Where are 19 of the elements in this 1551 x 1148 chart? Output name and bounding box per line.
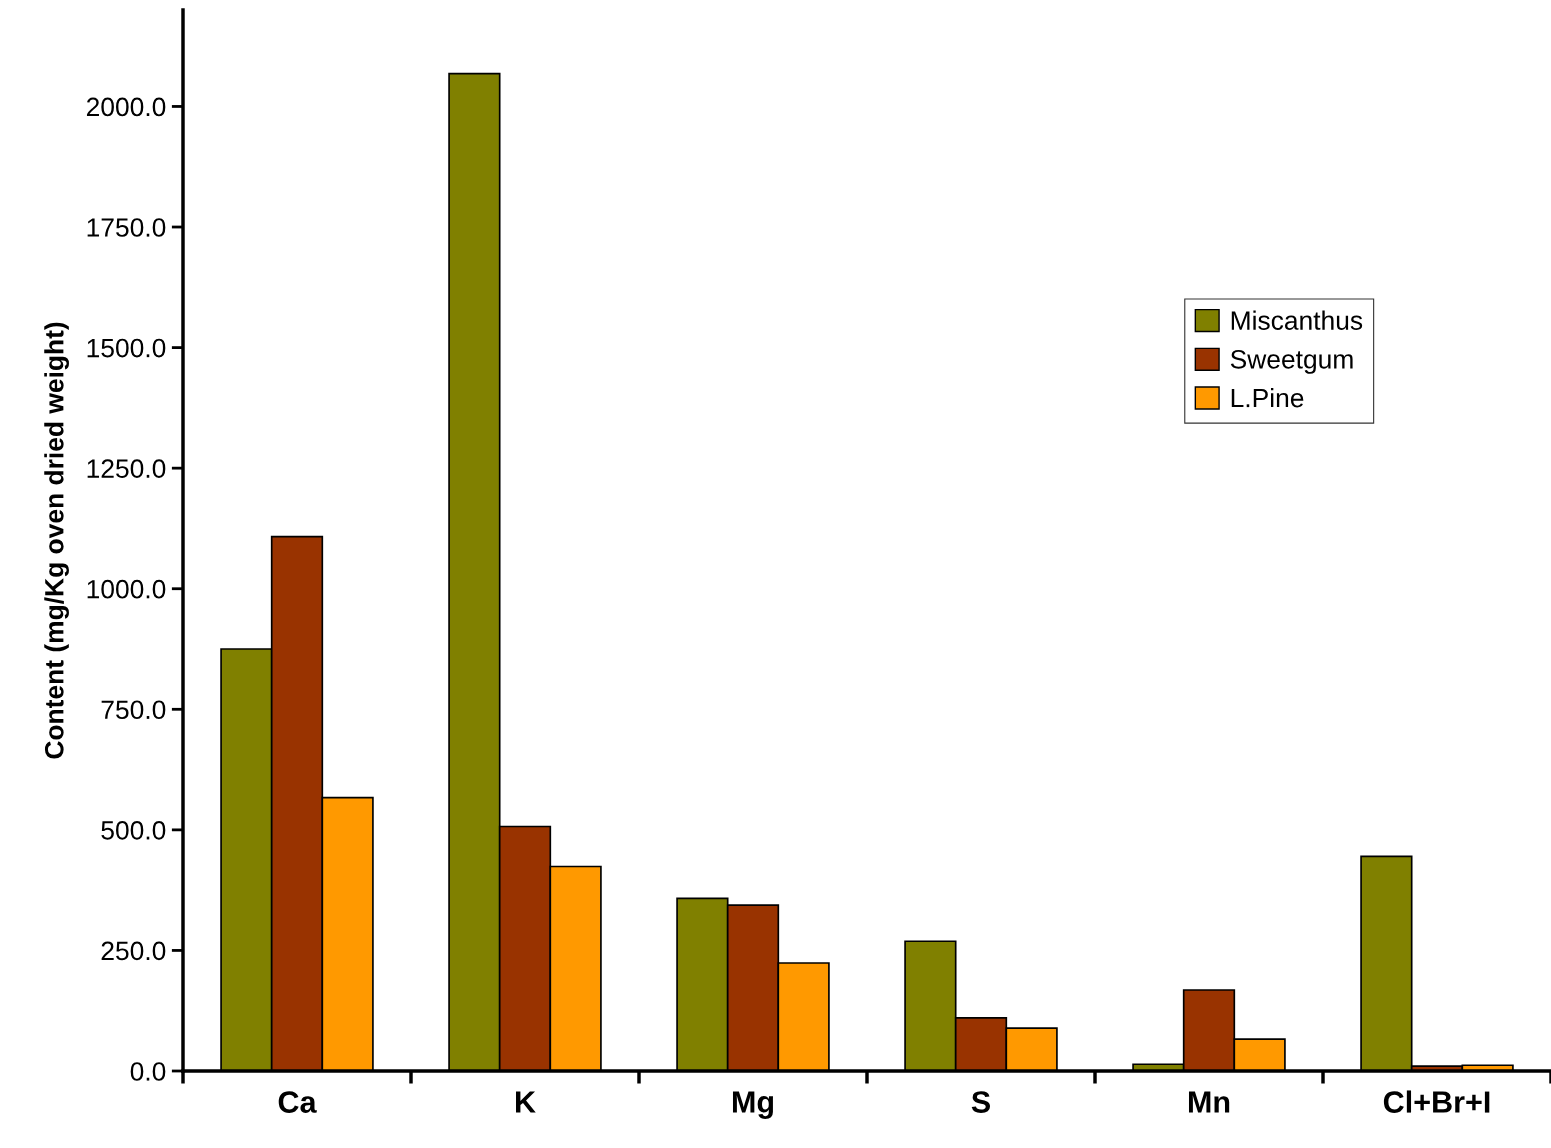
x-tick-label: Mn — [1188, 1091, 1230, 1113]
x-tick-label: Cl+Br+I — [1383, 1090, 1490, 1113]
y-tick-label: 750.0 — [101, 700, 166, 720]
y-tick-label: 1500.0 — [87, 338, 166, 358]
y-tick-label: 1000.0 — [87, 579, 166, 599]
y-tick-label: 2000.0 — [86, 97, 166, 117]
x-tick-label: S — [971, 1091, 990, 1113]
legend-label: Miscanthus — [1231, 310, 1363, 330]
y-tick-label: 1750.0 — [87, 218, 166, 237]
y-tick-label: 1250.0 — [87, 459, 166, 478]
x-tick-label: Ca — [278, 1091, 317, 1113]
legend-label: Sweetgum — [1230, 349, 1353, 374]
x-tick-label: K — [516, 1091, 536, 1113]
y-axis-title: Content (mg/Kg oven dried weight) — [44, 322, 69, 759]
y-tick-label: 0.0 — [130, 1062, 166, 1081]
y-tick-label: 500.0 — [101, 821, 166, 840]
y-tick-label: 250.0 — [101, 941, 166, 961]
legend-label: L.Pine — [1231, 387, 1304, 408]
x-tick-label: Mg — [732, 1091, 774, 1119]
